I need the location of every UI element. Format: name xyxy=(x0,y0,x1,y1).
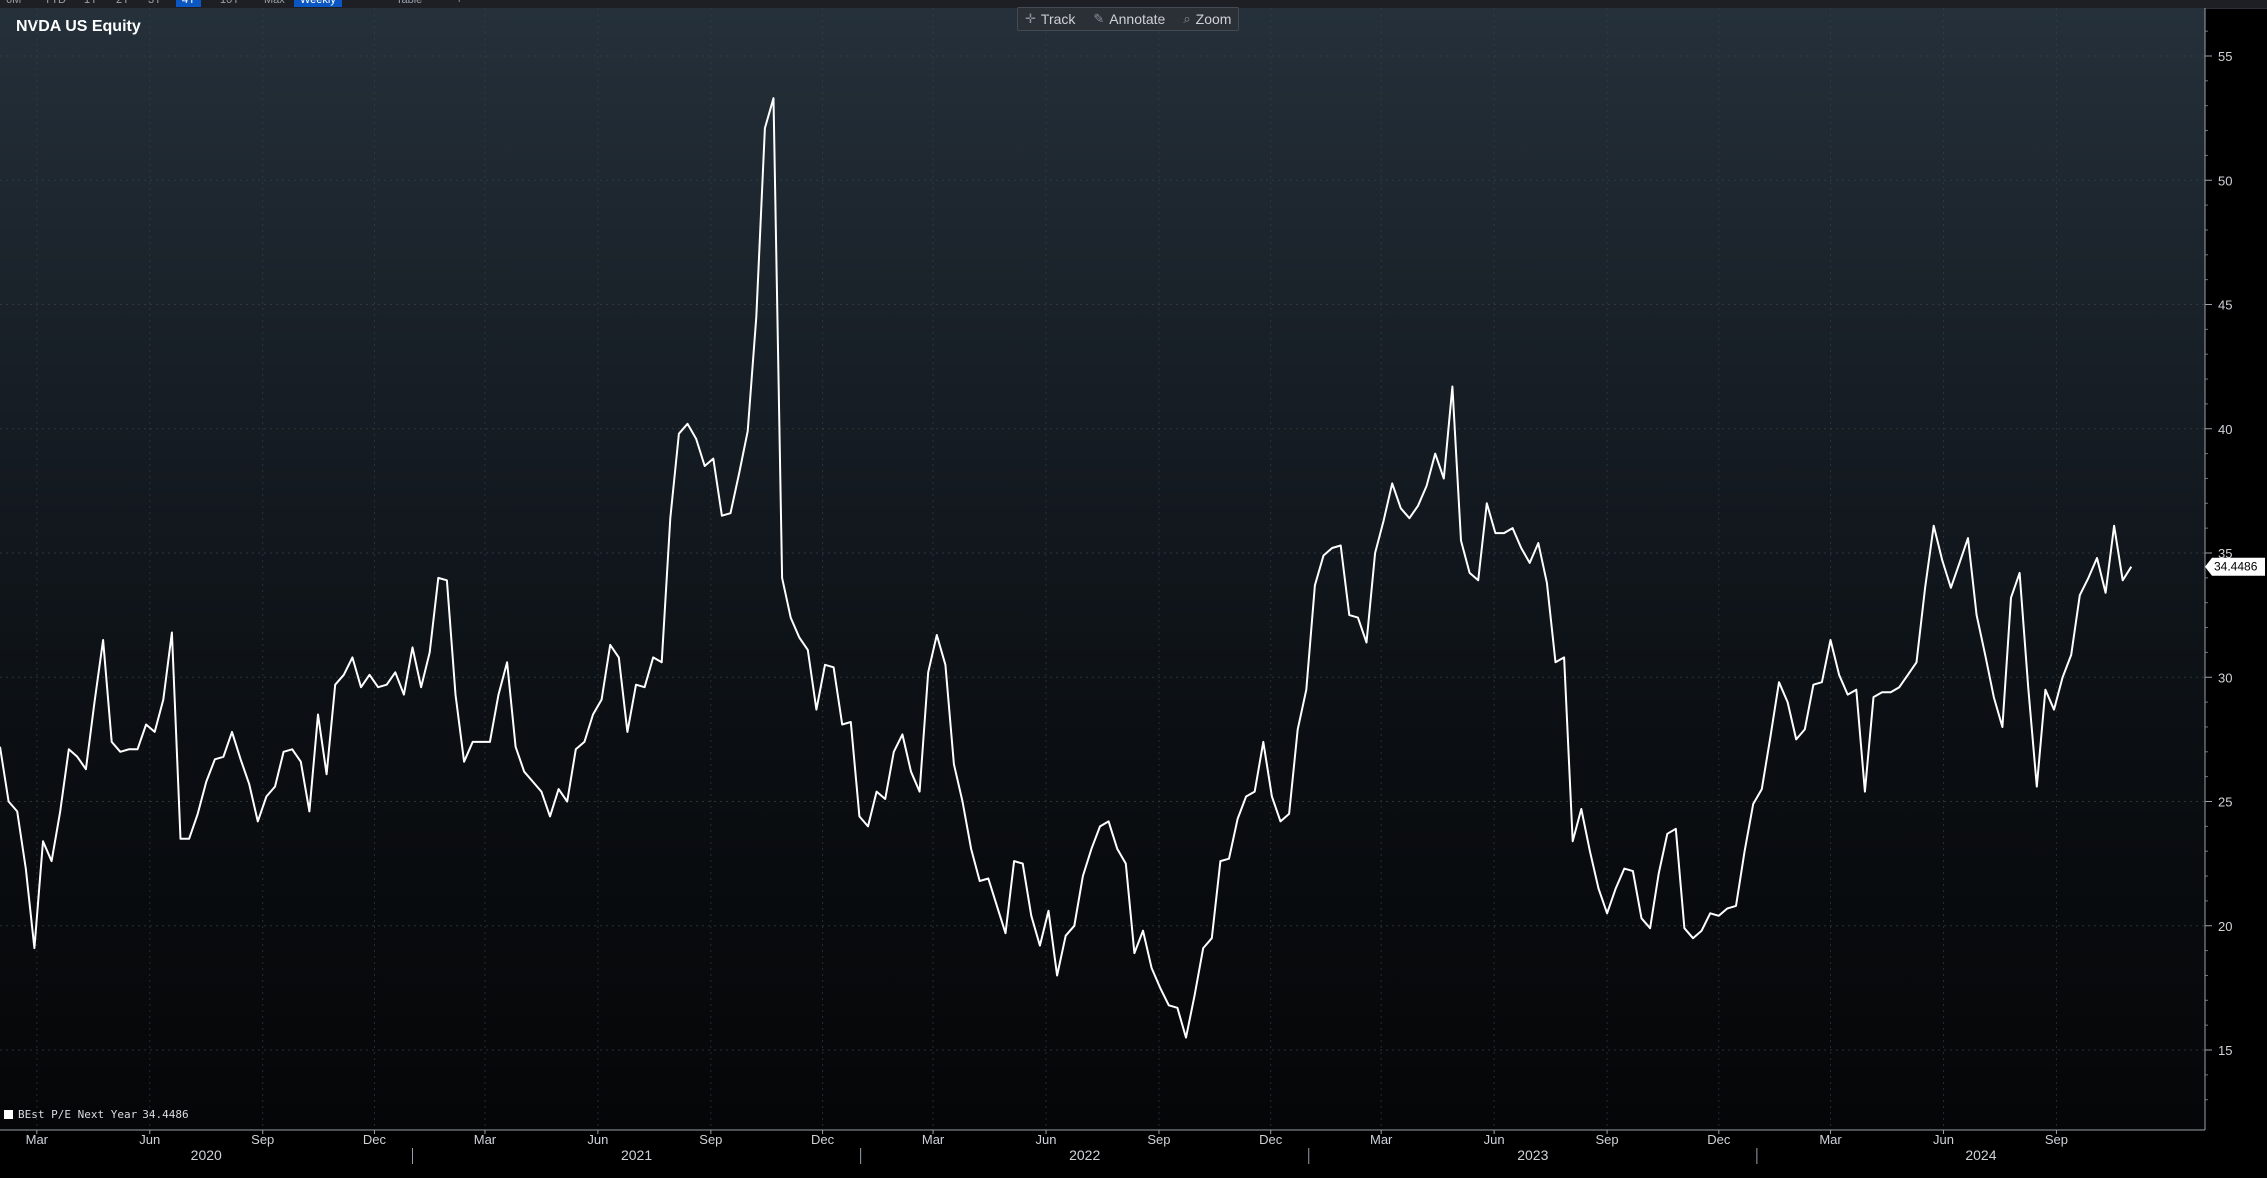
range-option-3y[interactable]: 3Y xyxy=(148,0,162,6)
y-tick-label-20: 20 xyxy=(2218,919,2232,934)
range-option-1y[interactable]: 1Y xyxy=(84,0,98,6)
y-tick-label-55: 55 xyxy=(2218,49,2232,64)
year-label-2022: 2022 xyxy=(1069,1147,1100,1163)
range-option-10y[interactable]: 10Y xyxy=(220,0,240,6)
range-option-ytd[interactable]: YTD xyxy=(44,0,66,6)
track-tool[interactable]: ✛ Track xyxy=(1025,11,1075,27)
x-tick-label-mar: Mar xyxy=(474,1132,497,1147)
year-label-2024: 2024 xyxy=(1965,1147,1996,1163)
range-option-max[interactable]: Max xyxy=(264,0,285,6)
range-option-2y[interactable]: 2Y xyxy=(116,0,130,6)
x-tick-label-jun: Jun xyxy=(1933,1132,1954,1147)
y-tick-label-15: 15 xyxy=(2218,1043,2232,1058)
pencil-icon: ✎ xyxy=(1093,11,1105,26)
y-tick-label-45: 45 xyxy=(2218,298,2232,313)
range-option-[interactable]: + xyxy=(456,0,463,6)
magnifier-icon: ⌕ xyxy=(1183,11,1191,26)
x-tick-label-jun: Jun xyxy=(1484,1132,1505,1147)
x-tick-label-sep: Sep xyxy=(2045,1132,2068,1147)
range-option-6m[interactable]: 6M xyxy=(6,0,22,6)
x-tick-label-dec: Dec xyxy=(363,1132,387,1147)
range-option-4y[interactable]: 4Y xyxy=(176,0,202,7)
legend-series-name: BEst P/E Next Year xyxy=(18,1108,138,1121)
x-tick-label-mar: Mar xyxy=(1819,1132,1842,1147)
x-tick-label-jun: Jun xyxy=(587,1132,608,1147)
x-tick-label-mar: Mar xyxy=(922,1132,945,1147)
crosshair-icon: ✛ xyxy=(1025,11,1036,26)
last-value-label: 34.4486 xyxy=(2214,560,2258,574)
x-tick-label-mar: Mar xyxy=(26,1132,49,1147)
legend[interactable]: BEst P/E Next Year 34.4486 xyxy=(4,1108,189,1121)
year-label-2023: 2023 xyxy=(1517,1147,1548,1163)
annotate-label: Annotate xyxy=(1109,11,1166,27)
x-tick-label-sep: Sep xyxy=(1147,1132,1170,1147)
x-tick-label-mar: Mar xyxy=(1370,1132,1393,1147)
x-tick-label-jun: Jun xyxy=(1036,1132,1057,1147)
chart-area xyxy=(0,8,2205,1130)
range-option-table[interactable]: Table xyxy=(396,0,423,6)
zoom-tool[interactable]: ⌕ Zoom xyxy=(1183,11,1231,27)
track-label: Track xyxy=(1040,11,1076,27)
y-tick-label-25: 25 xyxy=(2218,795,2232,810)
zoom-label: Zoom xyxy=(1195,11,1232,27)
y-tick-label-30: 30 xyxy=(2218,670,2232,685)
chart-title: NVDA US Equity xyxy=(16,18,141,35)
x-tick-label-sep: Sep xyxy=(251,1132,274,1147)
x-tick-label-dec: Dec xyxy=(811,1132,835,1147)
legend-last-value: 34.4486 xyxy=(142,1108,189,1121)
x-axis-band xyxy=(0,1130,2267,1178)
annotate-tool[interactable]: ✎ Annotate xyxy=(1093,11,1165,27)
year-label-2020: 2020 xyxy=(191,1147,222,1163)
x-tick-label-jun: Jun xyxy=(139,1132,160,1147)
y-tick-label-35: 35 xyxy=(2218,546,2232,561)
x-tick-label-sep: Sep xyxy=(699,1132,722,1147)
legend-swatch xyxy=(4,1110,13,1119)
x-tick-label-sep: Sep xyxy=(1596,1132,1619,1147)
series-line-pe xyxy=(0,97,2133,1039)
x-tick-label-dec: Dec xyxy=(1259,1132,1283,1147)
last-value-badge xyxy=(2205,557,2265,576)
chart-tools: ✛ Track ✎ Annotate ⌕ Zoom xyxy=(1017,7,1240,31)
x-tick-label-dec: Dec xyxy=(1707,1132,1731,1147)
y-tick-label-40: 40 xyxy=(2218,422,2232,437)
y-tick-label-50: 50 xyxy=(2218,173,2232,188)
year-label-2021: 2021 xyxy=(621,1147,652,1163)
range-option-weekly[interactable]: Weekly xyxy=(294,0,342,7)
